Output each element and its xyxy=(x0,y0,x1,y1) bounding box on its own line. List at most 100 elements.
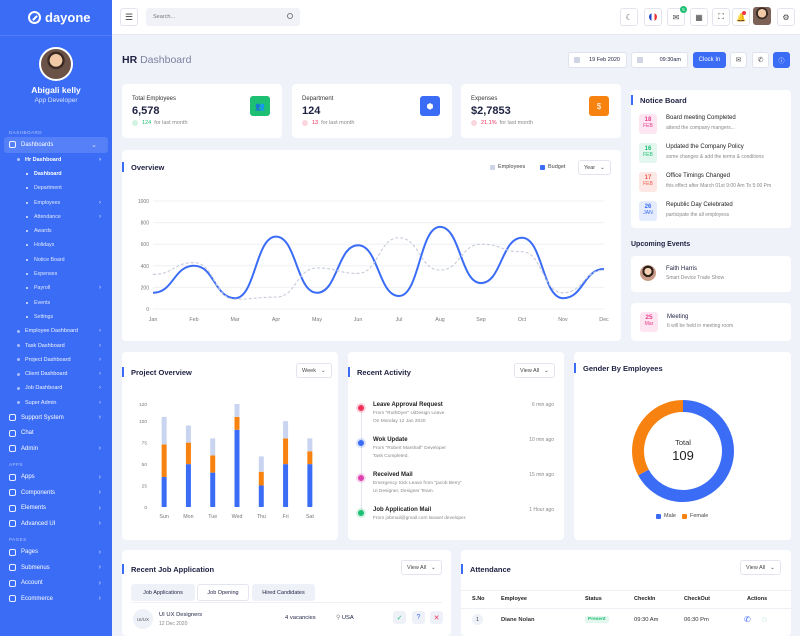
attendance-view-all-select[interactable]: View All ⌄ xyxy=(740,560,781,575)
tab-job-opening[interactable]: Job Opening xyxy=(197,584,249,601)
clock-in-button[interactable]: Clock In xyxy=(693,52,726,68)
gear-icon[interactable]: ⚙ xyxy=(777,8,795,26)
activity-item[interactable]: Job Application Mail From jobmail@gmail.c… xyxy=(348,507,562,535)
user-avatar[interactable] xyxy=(753,7,771,25)
brand[interactable]: dayone xyxy=(0,0,112,36)
sidebar-item-task-dashboard[interactable]: Task Dashboard › xyxy=(0,338,112,352)
sidebar-item-holidays[interactable]: Holidays xyxy=(0,238,112,252)
fullscreen-icon[interactable]: ⛶ xyxy=(712,8,730,26)
notice-date: 17 FEB xyxy=(639,172,657,192)
reject-icon[interactable]: ✕ xyxy=(430,611,443,624)
bar-blue xyxy=(307,464,313,507)
apps-grid-icon[interactable]: ▦ xyxy=(690,8,708,26)
event-faith[interactable]: Faith Harris Smart Device Trade Show xyxy=(631,256,791,292)
sidebar-item-label: Components xyxy=(21,489,56,496)
chevron-right-icon: › xyxy=(98,489,101,497)
sidebar-item-admin[interactable]: Admin › xyxy=(0,441,112,457)
phone-button-icon[interactable]: ✆ xyxy=(752,52,769,68)
sidebar-item-settings[interactable]: Settings xyxy=(0,310,112,324)
help-icon[interactable]: ? xyxy=(412,611,425,624)
menu-toggle-icon[interactable]: ☰ xyxy=(120,8,138,26)
sidebar-item-job-dashboard[interactable]: Job Dashboard › xyxy=(0,381,112,395)
sidebar-item-account[interactable]: Account › xyxy=(0,575,112,591)
sidebar-item-attendance[interactable]: Attendance › xyxy=(0,210,112,224)
bell-icon[interactable]: 🔔 xyxy=(732,8,750,26)
sidebar-item-events[interactable]: Events xyxy=(0,295,112,309)
tab-job-applications[interactable]: Job Applications xyxy=(131,584,195,601)
search-input[interactable] xyxy=(146,8,300,26)
legend-female[interactable]: Female xyxy=(682,513,708,519)
notice-date: 18 FEB xyxy=(639,114,657,134)
call-icon[interactable]: ✆ xyxy=(744,615,751,624)
arrow-up-icon xyxy=(132,120,138,126)
info-button-icon[interactable]: ⓘ xyxy=(773,52,790,68)
sidebar-item-dashboard[interactable]: Dashboard xyxy=(0,167,112,181)
legend-male[interactable]: Male xyxy=(656,513,676,519)
language-flag-icon[interactable] xyxy=(644,8,662,26)
sidebar-item-label: Awards xyxy=(34,228,52,235)
overview-period-select[interactable]: Year ⌄ xyxy=(578,160,611,175)
job-location: ⚲ USA xyxy=(336,615,354,621)
notice-item[interactable]: 16 FEB Updated the Company Policy some chan… xyxy=(631,141,791,167)
search-icon[interactable] xyxy=(287,13,293,19)
sidebar-item-ecommerce[interactable]: Ecommerce › xyxy=(0,591,112,607)
sidebar-item-advanced-ui[interactable]: Advanced UI › xyxy=(0,516,112,532)
sidebar-item-pages[interactable]: Pages › xyxy=(0,544,112,560)
y-tick-label: 600 xyxy=(141,242,150,248)
tab-hired-candidates[interactable]: Hired Candidates xyxy=(252,584,315,601)
activity-item[interactable]: Leave Approval Request From "RuthDyer" Ui… xyxy=(348,402,562,430)
sidebar-item-label: Events xyxy=(34,299,51,306)
employee-name[interactable]: Diane Nolan xyxy=(501,617,535,623)
sidebar-item-expenses[interactable]: Expenses xyxy=(0,267,112,281)
notice-item[interactable]: 17 FEB Office Timings Changed this effect a… xyxy=(631,170,791,196)
sidebar-item-notice-board[interactable]: Notice Board xyxy=(0,253,112,267)
y-tick-label: 400 xyxy=(141,264,150,270)
time-display[interactable]: 09:30am xyxy=(631,52,688,68)
profile-avatar[interactable] xyxy=(39,47,73,81)
sidebar-item-super-admin[interactable]: Super Admin › xyxy=(0,396,112,410)
advanced-ui-icon xyxy=(9,520,16,528)
activity-view-all-select[interactable]: View All ⌄ xyxy=(514,363,555,378)
gender-title: Gender By Employees xyxy=(583,363,663,373)
x-tick-label: Mar xyxy=(230,317,239,323)
sidebar-item-label: Holidays xyxy=(34,242,55,249)
activity-title: Wok Update xyxy=(373,437,408,443)
sidebar-item-project-dashboard[interactable]: Project Dashboard › xyxy=(0,353,112,367)
event-meeting[interactable]: 25 Mar Meeting It will be held in meeting… xyxy=(631,303,791,341)
sidebar-item-client-dashboard[interactable]: Client Dashboard › xyxy=(0,367,112,381)
mail-icon[interactable]: ✉ 5 xyxy=(667,6,687,26)
sidebar-profile: Abigali kelly App Developer xyxy=(0,36,112,124)
chat-icon[interactable]: ◌ xyxy=(762,615,767,624)
pages-icon xyxy=(9,548,16,556)
legend-employees[interactable]: Employees xyxy=(490,164,525,170)
sidebar-item-label: Settings xyxy=(34,313,54,320)
sidebar-item-dashboards[interactable]: Dashboards ⌄ xyxy=(4,137,108,153)
sidebar-item-chat[interactable]: Chat xyxy=(0,425,112,441)
project-period-select[interactable]: Week ⌄ xyxy=(296,363,332,378)
timeline-line xyxy=(361,404,362,514)
sidebar-item-components[interactable]: Components › xyxy=(0,485,112,501)
sidebar-item-employees[interactable]: Employees › xyxy=(0,195,112,209)
sidebar-item-apps[interactable]: Apps › xyxy=(0,469,112,485)
activity-item[interactable]: Received Mail Emergency Sick Leave from "… xyxy=(348,472,562,500)
mail-button-icon[interactable]: ✉ xyxy=(730,52,747,68)
job-title[interactable]: UI UX Designers xyxy=(159,612,203,618)
jobs-view-all-select[interactable]: View All ⌄ xyxy=(401,560,442,575)
dark-mode-icon[interactable]: ☾ xyxy=(620,8,638,26)
cube-icon: ⬢ xyxy=(420,96,440,116)
activity-item[interactable]: Wok Update From "Robert Marshall" Develop… xyxy=(348,437,562,465)
sidebar-item-elements[interactable]: Elements › xyxy=(0,500,112,516)
sidebar-item-payroll[interactable]: Payroll › xyxy=(0,281,112,295)
date-display[interactable]: 19 Feb 2020 xyxy=(568,52,627,68)
legend-budget[interactable]: Budget xyxy=(540,164,565,170)
sidebar-item-support-system[interactable]: Support System › xyxy=(0,410,112,426)
sidebar-item-submenus[interactable]: Submenus › xyxy=(0,560,112,576)
sidebar-item-department[interactable]: Department xyxy=(0,181,112,195)
sidebar-item-hr-dashboard[interactable]: Hr Dashboard › xyxy=(0,153,112,167)
recent-activity-card: Recent Activity View All ⌄ xyxy=(348,352,564,540)
approve-icon[interactable]: ✓ xyxy=(393,611,406,624)
sidebar-item-employee-dashboard[interactable]: Employee Dashboard › xyxy=(0,324,112,338)
notice-item[interactable]: 18 FEB Board meeting Completed attend the c… xyxy=(631,112,791,138)
notice-item[interactable]: 26 JAN Republic Day Celebrated participate … xyxy=(631,199,791,225)
sidebar-item-awards[interactable]: Awards xyxy=(0,224,112,238)
